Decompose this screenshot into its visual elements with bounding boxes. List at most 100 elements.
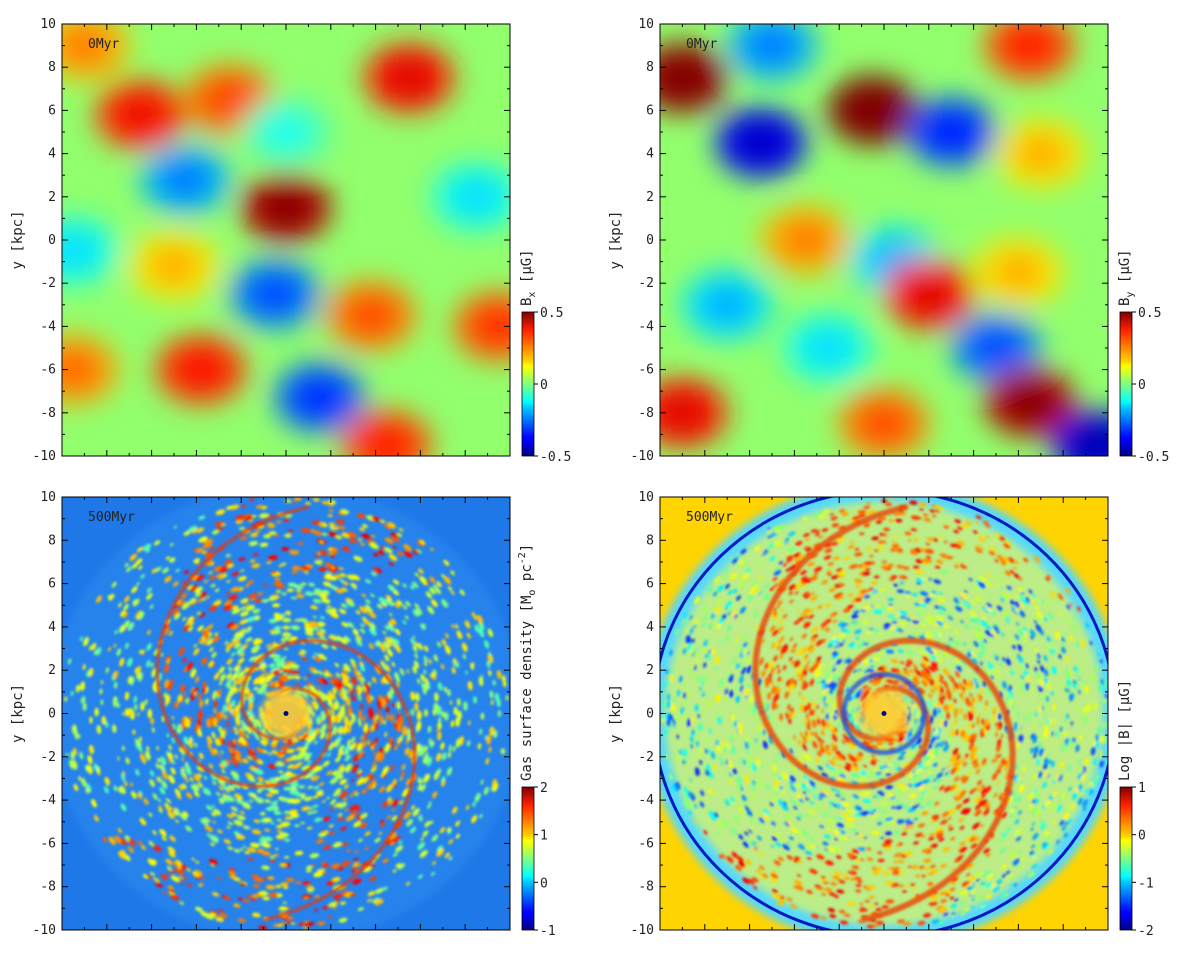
structure-clump (232, 605, 239, 610)
structure-clump (359, 606, 368, 614)
structure-clump (158, 805, 163, 810)
structure-clump (132, 729, 136, 735)
structure-clump (209, 647, 214, 652)
field-core (904, 274, 954, 314)
structure-clump (444, 645, 451, 655)
structure-clump (191, 857, 196, 861)
structure-clump (418, 550, 422, 554)
structure-clump (157, 798, 162, 803)
structure-clump (446, 767, 453, 776)
structure-clump (347, 709, 352, 717)
structure-clump (944, 767, 948, 772)
structure-clump (691, 729, 695, 737)
structure-clump (205, 805, 213, 811)
structure-clump (219, 912, 228, 919)
structure-clump (667, 678, 671, 684)
structure-clump (382, 766, 389, 775)
structure-clump (178, 599, 186, 607)
structure-clump (205, 595, 210, 599)
structure-clump (1074, 666, 1079, 674)
structure-clump (265, 644, 272, 648)
structure-clump (1061, 636, 1065, 643)
structure-clump (237, 918, 246, 923)
structure-clump (219, 800, 224, 805)
structure-clump (244, 667, 251, 673)
structure-clump (308, 723, 312, 728)
structure-clump (915, 614, 921, 618)
structure-clump (762, 729, 766, 736)
structure-clump (959, 707, 963, 714)
structure-clump (452, 806, 458, 814)
structure-clump (931, 661, 938, 668)
structure-clump (231, 638, 241, 646)
structure-clump (947, 808, 956, 815)
structure-clump (1038, 678, 1044, 687)
structure-clump (117, 756, 120, 761)
structure-clump (348, 720, 353, 727)
structure-clump (396, 701, 401, 710)
structure-clump (193, 773, 201, 782)
structure-clump (283, 810, 291, 815)
structure-clump (246, 725, 252, 734)
y-axis-label: y [kpc] (608, 210, 624, 269)
structure-clump (955, 605, 963, 612)
structure-clump (369, 710, 374, 721)
structure-clump (228, 867, 236, 872)
structure-clump (289, 773, 297, 778)
structure-clump (179, 813, 188, 821)
structure-clump (356, 777, 365, 786)
structure-clump (985, 635, 991, 641)
structure-clump (665, 754, 668, 760)
structure-clump (282, 750, 288, 753)
structure-clump (389, 612, 393, 617)
structure-clump (813, 566, 823, 573)
structure-clump (315, 765, 324, 772)
colorbar-tick-label: -0.5 (1138, 450, 1169, 465)
structure-clump (145, 660, 151, 668)
structure-clump (78, 734, 81, 739)
structure-clump (342, 842, 349, 847)
structure-clump (135, 768, 140, 776)
structure-clump (957, 526, 963, 531)
structure-clump (690, 664, 694, 669)
heatmap-field (62, 24, 510, 456)
structure-clump (764, 662, 769, 670)
structure-clump (774, 779, 781, 787)
structure-clump (453, 706, 458, 716)
structure-clump (960, 889, 969, 896)
structure-clump (881, 801, 887, 804)
structure-clump (972, 530, 978, 534)
colorbar-tick-label: 1 (540, 829, 548, 844)
structure-clump (239, 619, 248, 625)
structure-clump (334, 899, 340, 903)
structure-clump (996, 605, 1003, 612)
structure-clump (931, 919, 940, 924)
structure-clump (866, 502, 871, 505)
structure-clump (402, 620, 407, 625)
structure-clump (296, 762, 303, 766)
structure-clump (289, 817, 294, 820)
structure-clump (272, 669, 282, 675)
structure-clump (286, 920, 293, 924)
field-core (205, 80, 255, 120)
structure-clump (1032, 856, 1036, 860)
structure-clump (998, 713, 1002, 721)
structure-clump (160, 756, 167, 766)
structure-clump (197, 718, 202, 728)
structure-clump (194, 687, 199, 693)
structure-clump (837, 816, 842, 820)
structure-clump (947, 642, 952, 647)
structure-clump (323, 672, 329, 678)
structure-clump (89, 716, 93, 724)
structure-clump (311, 864, 316, 867)
structure-clump (1060, 744, 1065, 753)
structure-clump (697, 675, 702, 684)
structure-clump (402, 604, 408, 610)
structure-clump (372, 677, 375, 682)
structure-clump (699, 801, 705, 808)
structure-clump (101, 715, 107, 725)
structure-clump (425, 591, 432, 599)
structure-clump (289, 809, 298, 814)
structure-clump (398, 742, 401, 747)
